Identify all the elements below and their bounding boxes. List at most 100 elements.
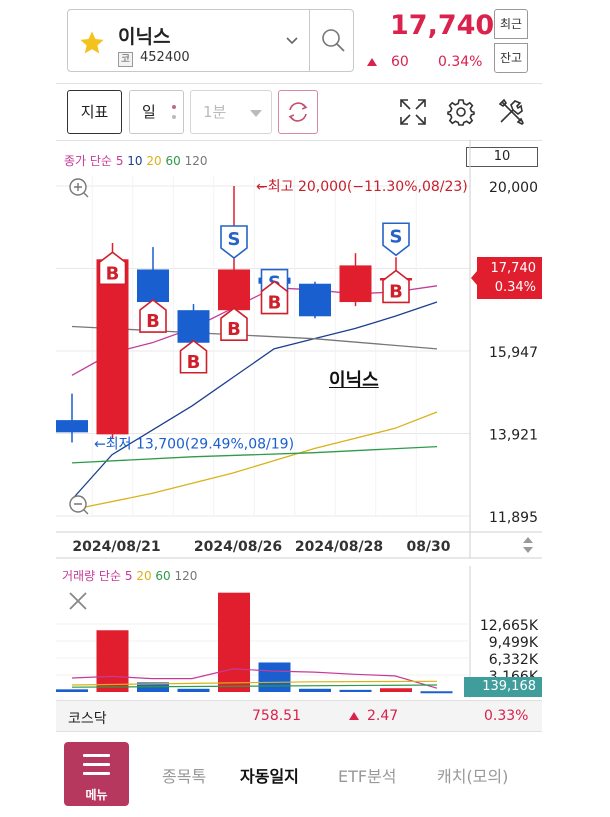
tab-catch-mock[interactable]: 캐치(모의) [437,767,509,786]
ma5-line [71,285,438,376]
tab-etf-analysis[interactable]: ETF분석 [338,767,397,786]
zoom-in-icon[interactable] [69,178,89,198]
volume-bar[interactable] [56,689,88,692]
price-change-pct: 0.34% [438,54,483,70]
date-axis-label: 2024/08/26 [194,539,282,555]
current-price: 17,740 [390,10,495,41]
badge-shape [139,299,167,333]
price-axis-label: 20,000 [489,180,538,196]
expand-icon[interactable] [398,97,428,127]
ma120-line [71,325,438,350]
close-icon[interactable] [69,592,87,610]
ma20-line [71,411,438,511]
market-index-bar[interactable]: 코스닥 758.51 2.47 0.33% [56,700,542,732]
vol-ma60-line [71,684,438,688]
candle[interactable] [299,283,331,317]
volume-axis-label: 9,499K [489,635,539,651]
volume-bar[interactable] [258,662,291,692]
buy-signal-badge[interactable]: B [260,280,289,315]
legend-ma60: 60 [165,154,181,168]
tab-stock-talk[interactable]: 종목톡 [162,767,207,786]
volume-bar[interactable] [299,688,331,692]
minute-select[interactable]: 1분 [190,90,272,134]
menu-label: 메뉴 [85,788,108,802]
price-change: 60 [391,54,409,70]
buy-signal-badge[interactable]: B [220,307,248,341]
legend-ma10: 10 [127,154,143,168]
stock-name: 이닉스 [118,26,171,48]
badge-shape [220,307,248,341]
candle[interactable] [339,265,372,303]
volume-axis-label: 6,332K [489,652,539,668]
zoom-out-glyph [74,503,89,515]
volume-bar[interactable] [218,592,250,692]
price-ma-legend[interactable]: 종가 단순 5 10 20 60 120 [64,152,208,169]
volume-bar[interactable] [420,691,453,694]
tab-auto-journal[interactable]: 자동일지 [240,767,299,786]
volume-bar[interactable] [177,688,210,692]
search-icon [322,29,345,52]
up-arrow-icon [367,58,377,66]
date-axis-label: 2024/08/28 [295,539,383,555]
indicator-button[interactable]: 지표 [67,90,122,134]
badge-shape [98,251,127,286]
candle[interactable] [96,259,129,435]
chevron-down-icon[interactable] [285,34,299,48]
star-icon[interactable] [78,29,106,57]
buy-signal-badge[interactable]: B [179,339,208,374]
volume-axis-label: 12,665K [480,618,539,634]
candle[interactable] [56,420,88,433]
low-annotation: ←최저 13,700(29.49%,08/19) [94,437,294,453]
hamburger-icon [83,754,110,781]
buy-signal-badge[interactable]: B [382,269,410,304]
sell-signal-badge[interactable]: S [220,225,248,260]
gear-icon[interactable] [446,97,476,127]
price-axis-label: 13,921 [489,428,538,444]
badge-letter: B [187,352,201,373]
badge-shape [179,339,208,374]
close-glyph [69,592,87,610]
ma60-line [71,445,438,464]
sell-signal-badge[interactable]: S [382,222,410,257]
zoom-out-icon[interactable] [69,495,89,515]
scroll-updown-icon[interactable] [521,535,535,555]
badge-shape [382,269,410,304]
recent-button[interactable]: 최근 [494,9,528,39]
refresh-icon [288,102,308,122]
tools-icon[interactable] [496,97,526,127]
caret-down-icon [250,110,262,117]
buy-signal-badge[interactable]: B [98,251,127,286]
vol-legend-ma60: 60 [155,569,171,583]
badge-letter: B [389,281,403,302]
search-button[interactable] [309,10,355,71]
market-index-value: 758.51 [252,708,301,724]
legend-ma120: 120 [184,154,208,168]
date-axis-label: 2024/08/21 [72,539,160,555]
ma10-line [71,301,438,500]
badge-shape [220,225,248,260]
volume-ma-legend[interactable]: 거래량 단순 5 20 60 120 [62,567,197,584]
current-volume-tag: 139,168 [464,677,542,697]
balance-button[interactable]: 잔고 [494,43,528,73]
day-button[interactable]: 일 [129,90,184,134]
volume-bar[interactable] [380,688,412,692]
date-axis-label: 08/30 [406,539,450,555]
period-count-input[interactable]: 10 [466,147,538,167]
high-annotation: ←최고 20,000(−11.30%,08/23) [256,179,468,195]
volume-bar[interactable] [339,689,372,692]
candle[interactable] [218,269,250,311]
menu-button[interactable]: 메뉴 [64,742,129,806]
buy-signal-badge[interactable]: B [139,299,167,333]
stock-selector[interactable]: 이닉스 코 452400 [67,9,354,72]
zoom-in-glyph [74,183,89,198]
vol-legend-ma5: 5 [124,569,133,583]
candle[interactable] [177,310,210,343]
current-price-tag: 17,740 0.34% [471,257,542,299]
more-dots-icon [172,105,176,125]
volume-bar[interactable] [96,630,129,692]
candle[interactable] [137,269,169,303]
minute-select-value: 1분 [203,103,227,121]
vol-legend-ma120: 120 [174,569,198,583]
refresh-button[interactable] [278,90,318,134]
